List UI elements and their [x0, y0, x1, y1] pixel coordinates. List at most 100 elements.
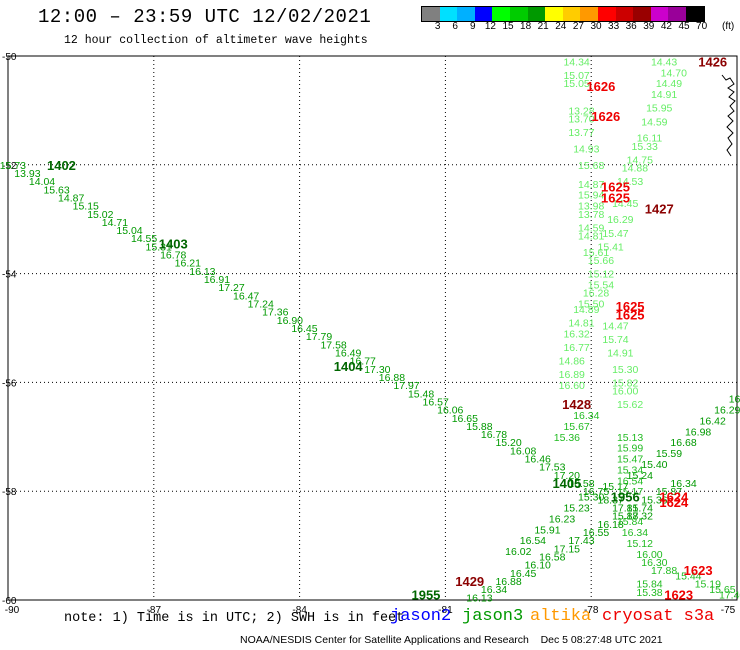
wave-height-value: 16.29: [714, 405, 740, 417]
wave-height-value: 17.20: [554, 470, 580, 482]
color-scale-tick: 24: [555, 21, 567, 32]
color-swatch: [650, 7, 669, 21]
pass-time-label: 1624: [659, 495, 689, 510]
wave-height-value: 14.34: [563, 56, 589, 68]
footer-timestamp: Dec 5 08:27:48 UTC 2021: [540, 634, 663, 646]
latitude-tick-label: -56: [2, 378, 17, 389]
wave-height-value: 15.36: [554, 432, 580, 444]
wave-height-value: 14.81: [578, 231, 604, 243]
latitude-tick-label: -52: [2, 161, 17, 172]
wave-height-value: 16.34: [481, 584, 507, 596]
pass-time-label: 1623: [664, 588, 693, 603]
coastline: [721, 74, 736, 157]
wave-height-value: 15.19: [695, 579, 721, 591]
wave-height-value: 16.89: [559, 369, 585, 381]
wave-height-value: 15.65: [709, 584, 735, 596]
wave-height-value: 13.98: [578, 201, 604, 213]
wave-height-value: 14.89: [573, 304, 599, 316]
color-swatch: [615, 7, 634, 21]
pass-time-label: 1623: [684, 563, 713, 578]
color-swatch: [545, 7, 563, 21]
footer-credit-text: NOAA/NESDIS Center for Satellite Applica…: [240, 634, 529, 646]
wave-height-value: 14.59: [641, 116, 667, 128]
wave-height-value: 14.49: [656, 78, 682, 90]
latitude-tick-label: -54: [2, 270, 17, 281]
wave-height-value: 16.65: [452, 413, 478, 425]
wave-height-value: 16.30: [641, 557, 667, 569]
wave-height-value: 14.75: [627, 154, 653, 166]
wave-height-value: 15.40: [641, 459, 667, 471]
wave-height-value: 16.90: [277, 315, 303, 327]
wave-height-value: 16.13: [189, 266, 215, 278]
wave-height-value: 17.24: [248, 299, 274, 311]
pass-time-label: 1405: [552, 476, 581, 491]
wave-height-value: 13.77: [568, 127, 594, 139]
wave-height-value: 16.21: [175, 258, 201, 270]
wave-height-value: 16.45: [510, 568, 536, 580]
color-scale-tick: 30: [590, 21, 602, 32]
color-swatch: [597, 7, 616, 21]
wave-height-value: 15.05: [563, 78, 589, 90]
wave-height-value: 14.47: [602, 320, 628, 332]
wave-height-value: 15.12: [588, 269, 614, 281]
wave-height-value: 15.68: [578, 160, 604, 172]
color-scale-tick: 12: [484, 21, 496, 32]
color-scale-tick: 21: [537, 21, 549, 32]
wave-height-value: 17.15: [554, 543, 580, 555]
wave-height-value: 16.49: [335, 347, 361, 359]
color-scale-tick: 9: [470, 21, 476, 32]
wave-height-value: 16.34: [622, 527, 648, 539]
wave-height-value: 15.47: [617, 454, 643, 466]
wave-height-value: 17.97: [393, 380, 419, 392]
pass-time-label: 1956: [611, 490, 640, 505]
pass-time-label: 1626: [586, 79, 615, 94]
longitude-tick-label: -84: [292, 605, 307, 616]
wave-height-value: 15.36: [641, 494, 667, 506]
color-scale-tick: 27: [572, 21, 584, 32]
pass-time-label: 1402: [47, 158, 76, 173]
color-scale-tick: 15: [502, 21, 514, 32]
pass-time-label: 1955: [411, 588, 440, 603]
pass-time-label: 1428: [562, 397, 591, 412]
wave-height-value: 15.74: [602, 334, 628, 346]
wave-height-value: 17.30: [364, 364, 390, 376]
color-swatch: [580, 7, 598, 21]
wave-height-value: 16.78: [481, 429, 507, 441]
wave-height-value: 17.79: [306, 331, 332, 343]
wave-height-value: 15.48: [408, 388, 434, 400]
legend-cryosat-s3a: cryosat s3a: [602, 607, 715, 626]
wave-height-value: 15.20: [495, 437, 521, 449]
color-swatch: [527, 7, 546, 21]
color-swatch: [439, 7, 458, 21]
wave-height-value: 14.55: [131, 233, 157, 245]
wave-height-value: 18.37: [597, 494, 623, 506]
wave-height-value: 17.58: [320, 339, 346, 351]
wave-height-value: 17.81: [612, 503, 638, 515]
footer-credit: NOAA/NESDIS Center for Satellite Applica…: [240, 634, 663, 646]
legend-altika: altika: [530, 607, 592, 626]
wave-height-value: 16.78: [160, 250, 186, 262]
wave-height-value: 16.23: [549, 513, 575, 525]
wave-height-value: 16.10: [525, 560, 551, 572]
wave-height-value: 15.63: [43, 184, 69, 196]
pass-time-label: 1426: [698, 54, 727, 69]
wave-height-value: 16.69: [729, 394, 740, 406]
color-swatch: [668, 7, 686, 21]
wave-height-value: 16.18: [597, 519, 623, 531]
color-scale-tick: 33: [608, 21, 620, 32]
wave-height-value: 14.71: [102, 217, 128, 229]
wave-height-value: 15.31: [146, 241, 172, 253]
wave-height-value: 17.43: [568, 535, 594, 547]
latitude-tick-label: -60: [2, 596, 17, 607]
longitude-tick-label: -87: [147, 605, 162, 616]
color-scale-tick: 70: [696, 21, 708, 32]
wave-height-value: 16.06: [437, 405, 463, 417]
wave-height-value: 17.53: [539, 462, 565, 474]
wave-height-value: 16.91: [204, 274, 230, 286]
longitude-tick-label: -78: [584, 605, 599, 616]
color-swatch: [685, 7, 704, 21]
wave-height-value: 15.91: [534, 524, 560, 536]
wave-height-value: 17.36: [262, 307, 288, 319]
color-swatch: [422, 7, 440, 21]
